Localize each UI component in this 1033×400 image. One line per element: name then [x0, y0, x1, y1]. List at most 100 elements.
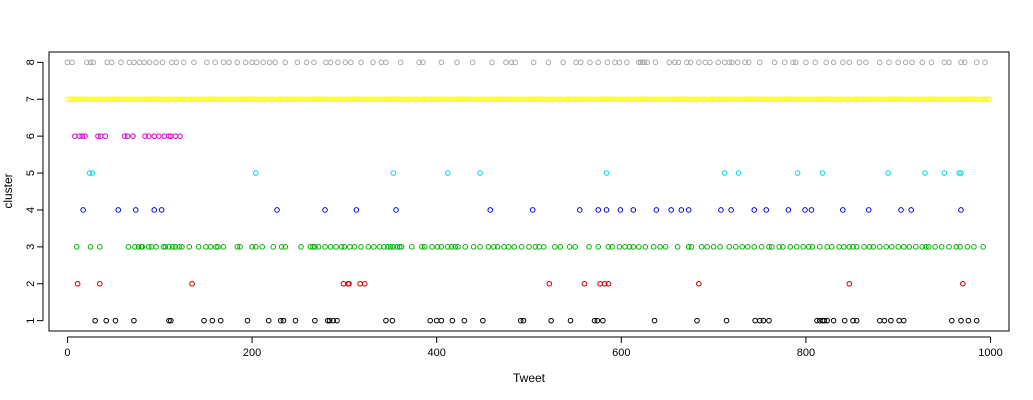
data-point [670, 96, 676, 103]
data-point [398, 96, 405, 103]
data-point [477, 244, 483, 250]
data-point [353, 207, 360, 213]
data-point [772, 96, 779, 103]
data-point [438, 317, 445, 324]
data-point [530, 59, 537, 66]
data-point [609, 96, 615, 103]
series-cluster-6 [72, 133, 183, 139]
data-point [803, 59, 809, 66]
data-point [726, 59, 733, 66]
data-point [794, 170, 801, 176]
data-point [383, 59, 389, 66]
data-point [238, 96, 244, 103]
y-tick-label: 8 [25, 59, 37, 65]
data-point [824, 317, 830, 324]
data-point [634, 96, 640, 103]
data-point [526, 96, 532, 103]
data-point [684, 59, 690, 66]
data-point [551, 96, 557, 103]
data-point [780, 96, 787, 103]
data-point [816, 244, 823, 250]
data-point [883, 244, 890, 250]
data-point [787, 244, 794, 250]
data-point [416, 59, 422, 66]
data-point [81, 96, 87, 103]
data-point [161, 133, 168, 139]
data-point [764, 96, 770, 103]
data-point [429, 244, 435, 250]
data-point [341, 244, 348, 250]
x-axis-title: Tweet [513, 371, 546, 385]
data-point [584, 96, 590, 103]
data-point [720, 96, 726, 103]
data-point [825, 96, 831, 103]
data-point [271, 96, 278, 103]
data-point [376, 96, 383, 103]
data-point [96, 280, 103, 287]
data-point [961, 59, 968, 66]
data-point [333, 244, 339, 250]
data-point [64, 96, 71, 103]
data-point [312, 317, 318, 324]
data-point [876, 244, 883, 250]
data-point [396, 244, 403, 250]
data-point [477, 170, 483, 176]
data-point [164, 96, 170, 103]
data-point [74, 280, 81, 287]
data-point [840, 244, 847, 250]
data-point [340, 96, 347, 103]
data-point [936, 96, 942, 103]
data-point [128, 96, 134, 103]
data-point [653, 207, 660, 213]
data-point [622, 244, 628, 250]
data-point [437, 96, 444, 103]
data-point [739, 96, 746, 103]
data-point [390, 244, 397, 250]
data-point [911, 96, 917, 103]
data-point [235, 96, 242, 103]
data-point [176, 244, 182, 250]
data-point [645, 96, 651, 103]
data-point [373, 96, 380, 103]
data-point [853, 244, 860, 250]
y-tick-label: 1 [25, 318, 37, 324]
data-point [761, 96, 768, 103]
data-point [156, 133, 162, 139]
data-point [578, 96, 585, 103]
data-point [546, 280, 553, 287]
data-point [938, 244, 945, 250]
data-point [900, 96, 906, 103]
data-point [869, 96, 876, 103]
data-point [188, 96, 194, 103]
data-point [595, 207, 602, 213]
data-point [718, 207, 724, 213]
data-point [637, 59, 644, 66]
data-point [234, 59, 241, 66]
data-point [469, 59, 476, 66]
data-point [751, 207, 758, 213]
data-point [855, 96, 862, 103]
data-point [606, 96, 613, 103]
data-point [131, 317, 137, 324]
data-point [678, 96, 685, 103]
data-point [448, 244, 455, 250]
data-point [220, 244, 227, 250]
data-point [941, 59, 948, 66]
data-point [438, 244, 445, 250]
data-point [172, 244, 179, 250]
data-point [600, 317, 606, 324]
data-point [361, 280, 368, 287]
data-point [75, 96, 82, 103]
data-point [358, 59, 364, 66]
data-point [886, 96, 892, 103]
data-point [203, 244, 209, 250]
data-point [836, 96, 842, 103]
data-point [861, 96, 867, 103]
data-point [509, 96, 516, 103]
data-point [919, 244, 926, 250]
data-point [517, 96, 524, 103]
data-point [639, 96, 646, 103]
data-point [347, 244, 353, 250]
data-point [212, 59, 218, 66]
